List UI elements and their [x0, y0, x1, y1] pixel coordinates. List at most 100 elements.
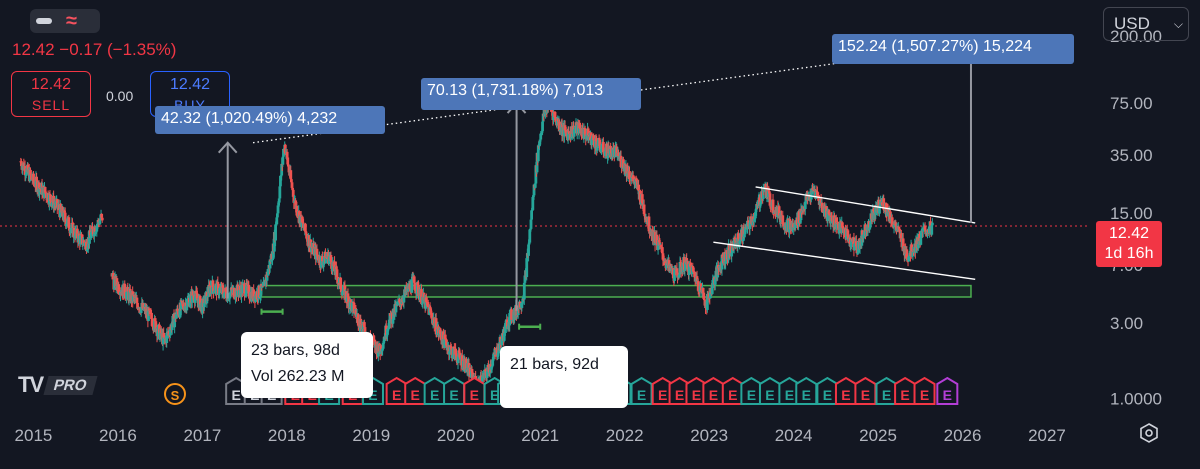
candle-body: [491, 359, 495, 366]
candle-body: [894, 222, 898, 227]
candle-body: [640, 194, 644, 204]
candle-body: [315, 248, 319, 255]
candle-body: [485, 371, 489, 378]
earnings-badge[interactable]: E: [740, 376, 763, 405]
earnings-badge-letter: E: [637, 387, 646, 403]
earnings-badge[interactable]: E: [463, 376, 486, 405]
earnings-badge[interactable]: E: [894, 376, 917, 405]
candle-body: [884, 203, 888, 212]
candle-body: [258, 294, 262, 298]
earnings-badge-letter: E: [802, 387, 811, 403]
candle-body: [386, 329, 389, 335]
x-tick-label: 2018: [268, 426, 306, 445]
candle-body: [817, 195, 821, 201]
candle-body: [892, 223, 896, 228]
candle-body: [426, 305, 430, 307]
earnings-badge[interactable]: E: [404, 376, 427, 405]
candle-body: [126, 287, 130, 292]
candle-body: [705, 294, 709, 310]
measure-label-3[interactable]: 152.24 (1,507.27%) 15,224: [832, 34, 1074, 64]
candle-body: [660, 247, 664, 254]
candle-body: [642, 204, 646, 215]
earnings-badge[interactable]: E: [702, 376, 725, 405]
measure-label-1[interactable]: 42.32 (1,020.49%) 4,232: [155, 106, 385, 134]
earnings-badge-letter: E: [675, 387, 684, 403]
candle-body: [242, 284, 246, 286]
bars-tooltip-2: 21 bars, 92d: [500, 346, 628, 408]
candle-body: [372, 338, 375, 340]
earnings-badge-letter: E: [920, 387, 929, 403]
earnings-badge[interactable]: E: [758, 376, 781, 405]
candle-body: [521, 302, 524, 304]
candle-body: [230, 287, 234, 291]
settings-icon[interactable]: [1138, 422, 1160, 444]
support-zone: [260, 284, 972, 298]
candle-body: [865, 230, 869, 232]
candle-body: [257, 285, 261, 297]
tv-logo-icon: TV: [18, 372, 44, 397]
earnings-badge[interactable]: E: [936, 376, 959, 405]
approx-wave-icon: ≈: [66, 10, 77, 32]
candle-body: [38, 187, 42, 195]
measure-label-2[interactable]: 70.13 (1,731.18%) 7,013: [421, 78, 641, 110]
candle-body: [327, 256, 331, 264]
candle-body: [454, 354, 458, 356]
earnings-badge[interactable]: E: [795, 376, 818, 405]
candle-body: [74, 229, 77, 239]
candle-body: [749, 216, 753, 219]
candle-body: [905, 249, 909, 259]
candle-body: [347, 297, 350, 309]
chart-toggle[interactable]: ≈: [30, 9, 100, 33]
symbol-event-badge[interactable]: S: [164, 383, 186, 405]
candle-body: [339, 289, 343, 293]
candle-body: [868, 224, 872, 228]
candle-body: [244, 282, 248, 294]
earnings-badge[interactable]: E: [423, 376, 446, 405]
earnings-badge-shape: [463, 376, 486, 405]
earnings-badge[interactable]: E: [854, 376, 877, 405]
candle-body: [385, 334, 389, 337]
candle-body: [816, 192, 819, 196]
candle-body: [888, 211, 892, 220]
earnings-badge[interactable]: E: [834, 376, 857, 405]
candle-body: [77, 233, 81, 237]
candle-body: [815, 190, 819, 193]
candle-body: [480, 376, 484, 383]
candle-body: [534, 165, 538, 184]
candle-body: [595, 144, 599, 151]
candle-body: [434, 318, 438, 335]
candle-body: [89, 231, 93, 239]
candle-body: [33, 186, 37, 188]
earnings-badge[interactable]: E: [385, 376, 408, 405]
candle-body: [382, 340, 386, 343]
candle-body: [178, 302, 182, 318]
candle-body: [139, 307, 143, 313]
bars-tooltip-1: 23 bars, 98d Vol 262.23 M: [241, 332, 373, 398]
candle-body: [362, 322, 366, 328]
candle-body: [289, 170, 293, 180]
candle-body: [123, 283, 127, 296]
earnings-badge-letter: E: [785, 387, 794, 403]
candle-body: [341, 291, 344, 296]
earnings-badge[interactable]: E: [443, 376, 466, 405]
currency-select[interactable]: USD ⌵: [1103, 7, 1189, 41]
candle-body: [387, 319, 391, 329]
candle-body: [702, 298, 706, 301]
sell-button[interactable]: 12.42 SELL: [11, 71, 91, 117]
candle-body: [94, 231, 98, 233]
candle-body: [337, 282, 341, 284]
candle-body: [901, 238, 905, 252]
earnings-badge[interactable]: E: [913, 376, 936, 405]
candle-body: [590, 138, 594, 146]
earnings-badge[interactable]: E: [721, 376, 744, 405]
earnings-badge[interactable]: E: [875, 376, 898, 405]
candle-body: [292, 196, 296, 203]
earnings-badge[interactable]: E: [630, 376, 653, 405]
candle-body: [746, 220, 750, 222]
earnings-badge[interactable]: E: [816, 376, 839, 405]
candle-body: [665, 263, 669, 269]
candle-body: [335, 269, 339, 277]
earnings-badge-shape: [385, 376, 408, 405]
minus-icon: [36, 18, 52, 24]
